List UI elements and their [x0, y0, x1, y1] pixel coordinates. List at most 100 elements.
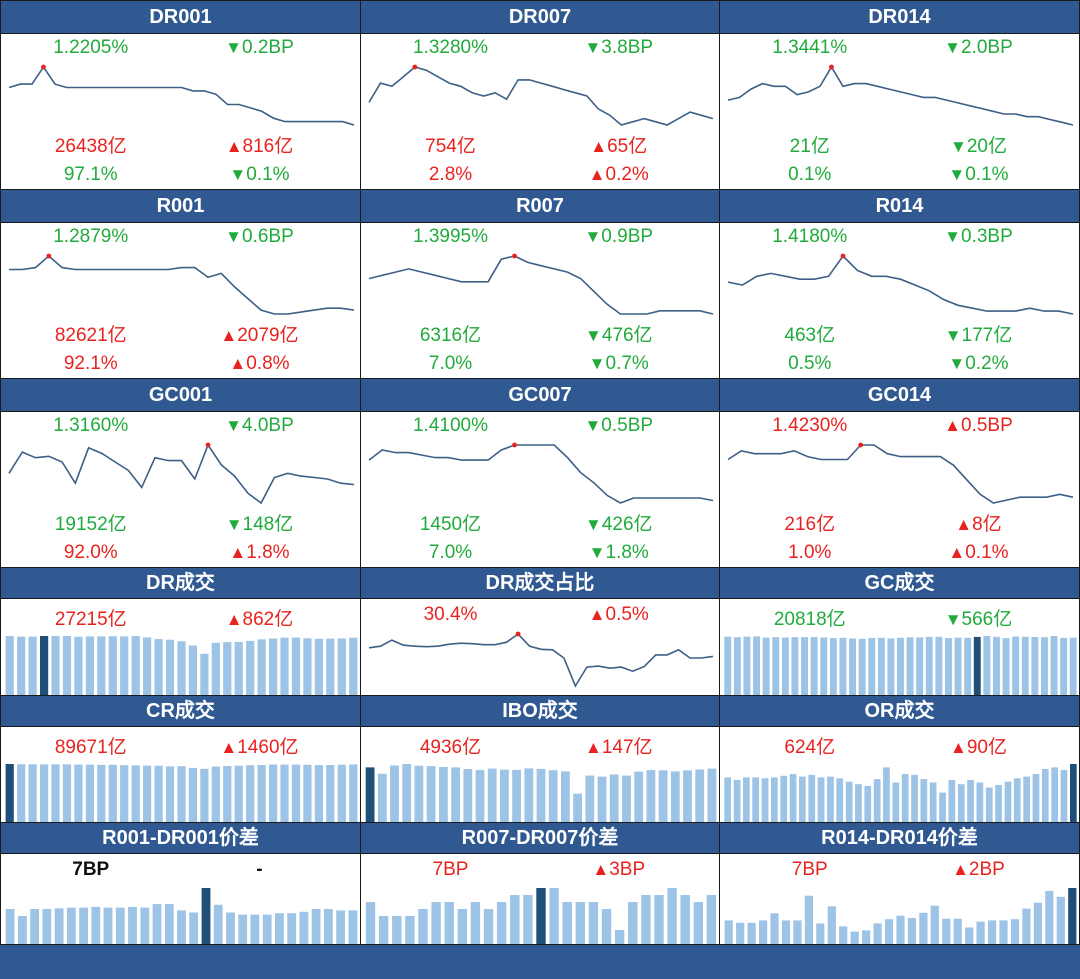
volume-row: 82621亿 ▲2079亿: [1, 320, 360, 348]
bar: [5, 636, 14, 695]
bar: [793, 920, 802, 944]
cell-title: R001: [1, 190, 360, 223]
bar: [51, 764, 60, 822]
bar: [855, 784, 862, 822]
bar: [1032, 774, 1040, 822]
cell-title: DR成交占比: [361, 568, 719, 599]
line-chart: [368, 442, 714, 504]
bar: [964, 637, 972, 695]
line-chart: [368, 64, 714, 126]
bar: [622, 775, 631, 822]
bar: [250, 914, 260, 944]
volume-row: 1450亿 ▼426亿: [361, 509, 719, 537]
volume-change: ▲816亿: [226, 131, 294, 158]
bar: [66, 907, 76, 944]
volume-cell-3: CR成交 89671亿 ▲1460亿: [0, 695, 361, 823]
volume-change-text: 177亿: [961, 325, 1013, 346]
peak-point: [412, 64, 418, 70]
bar: [131, 636, 140, 695]
bar: [953, 918, 962, 944]
share-change-text: 1.8%: [246, 542, 290, 563]
cell-title: DR成交: [1, 568, 360, 599]
bar: [985, 787, 993, 822]
series-line: [727, 254, 1074, 315]
rate-cell-dr007: DR007 1.3280% ▼3.8BP 754亿 ▲65亿 2.8% ▲0.2%: [360, 0, 720, 190]
peak-point: [858, 442, 864, 448]
bar: [628, 902, 638, 944]
bar: [1060, 769, 1068, 822]
volume-change: ▲65亿: [590, 131, 647, 158]
bar: [911, 774, 918, 822]
rate-cell-gc007: GC007 1.4100% ▼0.5BP 1450亿 ▼426亿 7.0% ▼1.8%: [360, 378, 720, 568]
triangle-down-icon: ▼: [229, 165, 247, 184]
bar: [862, 930, 871, 944]
bar: [28, 636, 37, 695]
triangle-up-icon: ▲: [588, 605, 606, 624]
series-line: [8, 65, 355, 126]
volume-change: ▲862亿: [226, 604, 294, 631]
spread-value: 7BP: [72, 859, 110, 880]
bar: [654, 895, 664, 944]
share-row: 97.1% ▼0.1%: [1, 164, 360, 189]
rate-row: 1.4230% ▲0.5BP: [720, 415, 1079, 443]
rate-cell-r007: R007 1.3995% ▼0.9BP 6316亿 ▼476亿 7.0% ▼0.7%: [360, 189, 720, 379]
rate-row: 1.3441% ▼2.0BP: [720, 37, 1079, 65]
bar: [1041, 769, 1049, 822]
bar: [967, 780, 974, 822]
bar: [74, 764, 83, 822]
bar: [561, 771, 570, 822]
volume-row: 6316亿 ▼476亿: [361, 320, 719, 348]
triangle-down-icon: ▼: [948, 165, 966, 184]
bar: [311, 909, 321, 944]
bar: [883, 767, 890, 822]
bar: [348, 910, 358, 944]
bar: [17, 636, 26, 695]
bar: [108, 764, 117, 822]
bar: [177, 641, 186, 695]
bar-chart: [724, 764, 1077, 822]
bar: [695, 769, 705, 822]
rate-row: 1.4180% ▼0.3BP: [720, 226, 1079, 254]
bar: [770, 913, 779, 944]
cell-title: R014: [720, 190, 1079, 223]
bar: [1051, 767, 1058, 822]
bar: [670, 771, 680, 822]
volume-change: ▼426亿: [585, 509, 653, 536]
bar: [154, 765, 163, 822]
bar: [892, 782, 900, 822]
triangle-up-icon: ▲: [588, 165, 606, 184]
bar: [733, 637, 741, 695]
bar: [597, 776, 607, 822]
bar: [62, 636, 72, 695]
bar: [901, 774, 909, 822]
bar: [1056, 896, 1065, 944]
bar: [451, 767, 460, 822]
bar-highlight: [536, 888, 546, 944]
bar: [91, 906, 101, 944]
bar-highlight: [365, 767, 375, 822]
series-line: [368, 444, 714, 504]
triangle-up-icon: ▲: [590, 137, 608, 156]
share-value: 7.0%: [428, 542, 473, 563]
line-chart: [727, 64, 1074, 126]
rate-change-text: 3.8BP: [601, 37, 654, 58]
bar: [780, 775, 788, 822]
volume-change: ▲8亿: [955, 509, 1001, 536]
share-change-text: 0.2%: [965, 353, 1009, 374]
bar: [97, 636, 106, 695]
volume-row: 89671亿 ▲1460亿: [1, 732, 360, 760]
bar: [752, 777, 759, 822]
bar: [916, 637, 924, 695]
triangle-up-icon: ▲: [584, 738, 602, 757]
volume-cell-5: OR成交 624亿 ▲90亿: [719, 695, 1080, 823]
bar: [845, 781, 853, 822]
bar-highlight: [1070, 764, 1077, 822]
share-change-text: 0.8%: [246, 353, 290, 374]
share-change: ▲0.1%: [948, 542, 1008, 564]
bar: [646, 770, 656, 822]
volume-value: 27215亿: [54, 609, 127, 630]
bar: [827, 906, 836, 944]
bar: [873, 779, 881, 822]
peak-point: [515, 631, 521, 637]
bar: [601, 909, 612, 944]
